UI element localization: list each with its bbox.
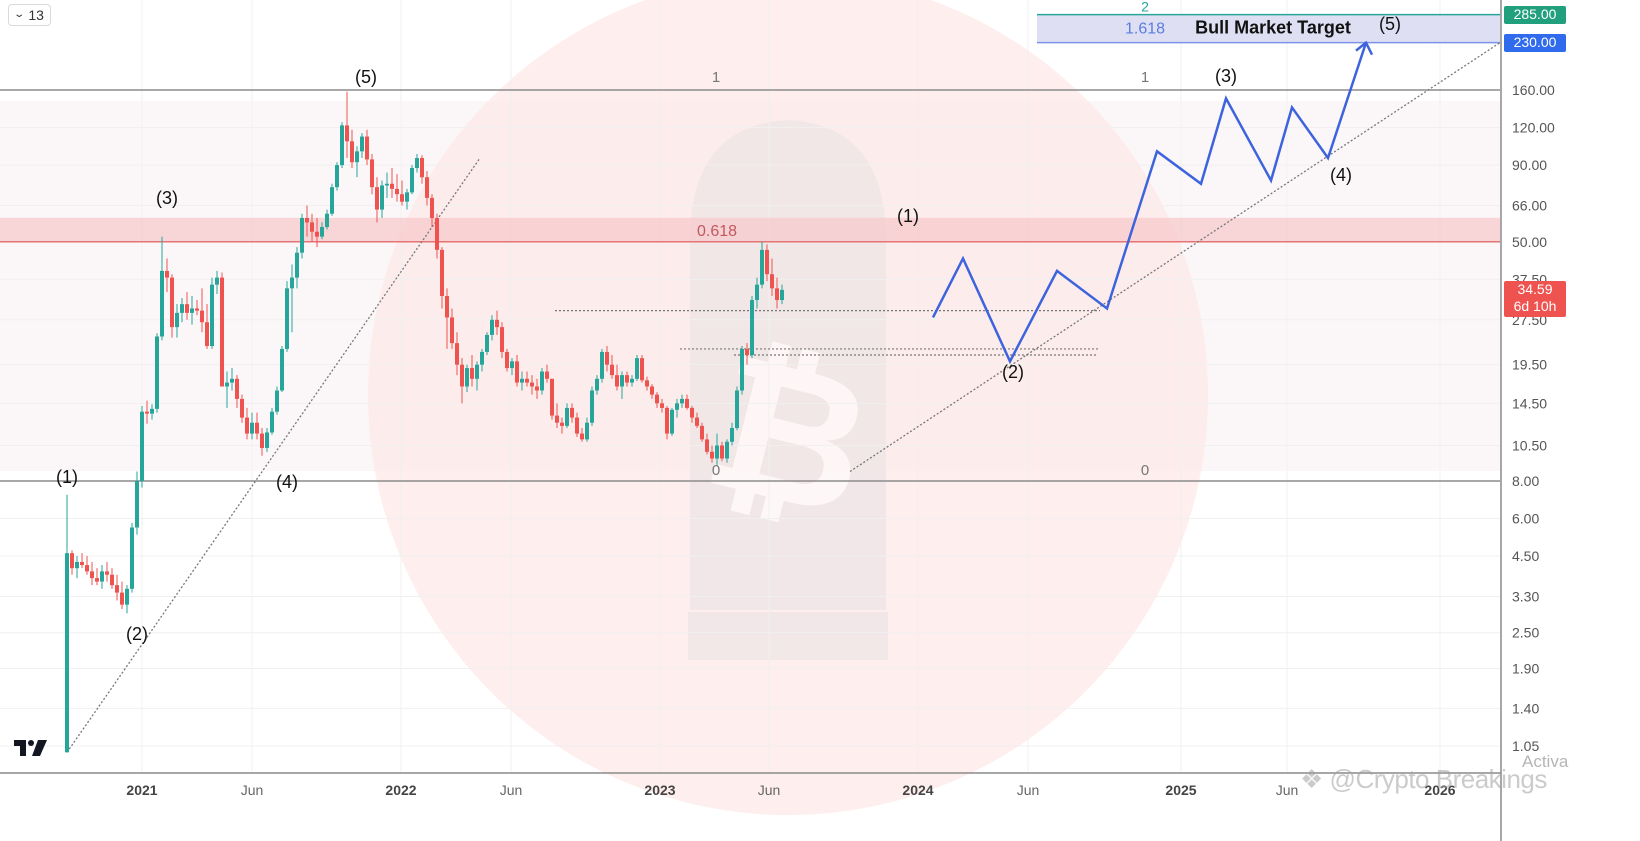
wave-label: (2) — [1002, 362, 1024, 382]
price-tag: 230.00 — [1504, 33, 1566, 52]
svg-text:0: 0 — [712, 462, 720, 479]
time-tick: 2025 — [1165, 782, 1196, 798]
price-tick: 10.50 — [1512, 437, 1547, 453]
time-tick: Jun — [758, 782, 781, 798]
time-tick: Jun — [241, 782, 264, 798]
svg-text:1: 1 — [712, 69, 720, 86]
svg-text:0: 0 — [1141, 462, 1149, 479]
price-tick: 8.00 — [1512, 473, 1539, 489]
time-tick: Jun — [500, 782, 523, 798]
time-tick: 2022 — [385, 782, 416, 798]
svg-text:1.618: 1.618 — [1125, 21, 1165, 38]
time-tick: Jun — [1276, 782, 1299, 798]
bull-market-target-label: Bull Market Target — [1195, 18, 1351, 38]
price-tick: 3.30 — [1512, 589, 1539, 605]
fib-bands: 2 1.618 Bull Market Target 1 1 0.618 0 0 — [0, 0, 1500, 482]
price-tick: 90.00 — [1512, 157, 1547, 173]
time-tick: 2021 — [126, 782, 157, 798]
tradingview-logo-icon[interactable] — [14, 738, 50, 758]
time-tick: Jun — [1017, 782, 1040, 798]
projection-path — [931, 40, 1374, 365]
wave-label: (4) — [1330, 165, 1352, 185]
os-activation-notice: Activa — [1522, 752, 1569, 771]
wave-labels: (1) (2) (3) (4) (5) (1) (2) (3) (4) (5) — [56, 14, 1401, 644]
svg-text:0.618: 0.618 — [697, 223, 737, 240]
price-tick: 4.50 — [1512, 548, 1539, 564]
price-tick: 66.00 — [1512, 198, 1547, 214]
price-tick: 160.00 — [1512, 82, 1555, 98]
wave-label: (3) — [156, 188, 178, 208]
support-lines — [555, 310, 1100, 356]
arrow-up-icon — [1355, 40, 1374, 56]
bitcoin-bullet-watermark-icon: ₿ — [687, 120, 891, 660]
price-tick: 2.50 — [1512, 625, 1539, 641]
time-tick: 2024 — [902, 782, 933, 798]
time-axis[interactable]: 2021 Jun 2022 Jun 2023 Jun 2024 Jun 2025 Jun 2026 — [126, 782, 1455, 798]
time-tick: 2026 — [1424, 782, 1455, 798]
wave-label: (2) — [126, 624, 148, 644]
wave-label: (5) — [355, 67, 377, 87]
svg-text:1: 1 — [1141, 69, 1149, 86]
wave-label: (1) — [56, 467, 78, 487]
price-tick: 120.00 — [1512, 120, 1555, 136]
wave-label: (3) — [1215, 66, 1237, 86]
price-tick: 14.50 — [1512, 395, 1547, 411]
price-tick: 19.50 — [1512, 357, 1547, 373]
svg-text:2: 2 — [1141, 0, 1149, 15]
price-tick: 6.00 — [1512, 510, 1539, 526]
price-tick: 50.00 — [1512, 234, 1547, 250]
interval-selector-button[interactable]: ⌄ 13 — [8, 4, 51, 26]
price-tag: 285.00 — [1504, 5, 1566, 24]
time-tick: 2023 — [644, 782, 675, 798]
binance-square-icon: ❖ — [1300, 764, 1323, 794]
candlestick-series — [65, 91, 784, 753]
trendlines — [66, 42, 1501, 753]
price-tick: 1.05 — [1512, 738, 1539, 754]
watermark-text: ❖ @Crypto Breakings — [1300, 764, 1547, 794]
price-tick: 1.40 — [1512, 700, 1539, 716]
fib-618-zone — [0, 217, 1500, 242]
price-tag: 34.59 6d 10h — [1504, 280, 1566, 317]
chevron-down-icon: ⌄ — [13, 9, 26, 20]
wave-label: (5) — [1379, 14, 1401, 34]
bull-target-zone — [1037, 14, 1500, 43]
wave-label: (1) — [897, 206, 919, 226]
wave-label: (4) — [276, 472, 298, 492]
interval-label: 13 — [28, 7, 44, 23]
price-tick: 1.90 — [1512, 661, 1539, 677]
